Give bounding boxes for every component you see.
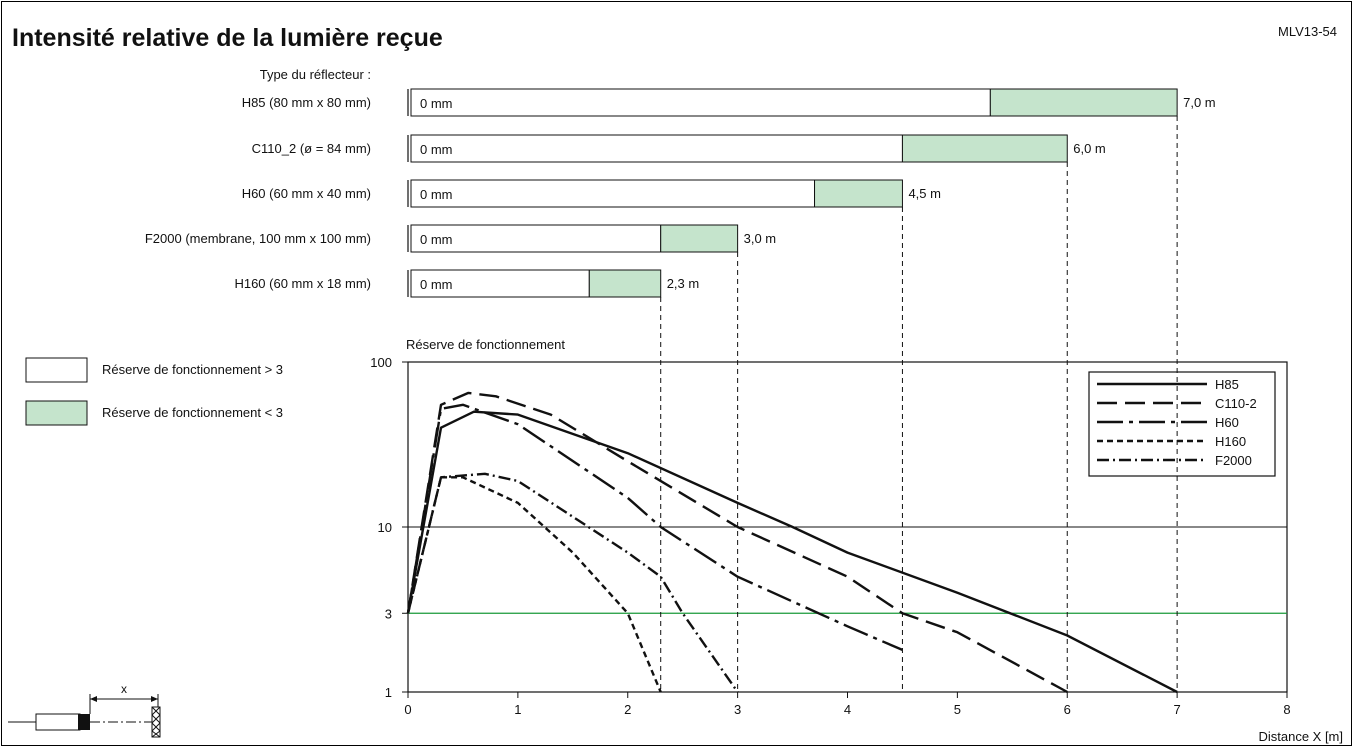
page-title: Intensité relative de la lumière reçue [12,24,443,52]
legend-label: Réserve de fonctionnement < 3 [102,405,283,420]
legend-swatch [25,357,88,383]
legend-series-label: H60 [1215,415,1239,430]
bar-row-label: H60 (60 mm x 40 mm) [242,186,371,201]
distance-guide-lines [660,116,1178,692]
bar-end-label: 4,5 m [908,186,941,201]
bar-end-label: 2,3 m [667,276,700,291]
x-tick-label: 1 [514,702,521,717]
series-line-c110-2 [406,391,1068,694]
legend-series-label: C110-2 [1215,396,1257,411]
bar-row-label: C110_2 (ø = 84 mm) [252,141,371,156]
x-tick-label: 6 [1064,702,1071,717]
distance-schematic-icon: x [8,682,161,738]
bar-white-segment [410,88,991,117]
figure-code: MLV13-54 [1277,24,1337,39]
bar-row-label: H85 (80 mm x 80 mm) [242,95,371,110]
y-tick-label: 1 [385,685,392,700]
legend-label: Réserve de fonctionnement > 3 [102,362,283,377]
bar-end-label: 7,0 m [1183,95,1216,110]
x-tick-label: 7 [1174,702,1181,717]
bar-start-label: 0 mm [420,142,453,157]
x-tick-label: 5 [954,702,961,717]
bar-green-segment [660,224,739,253]
legend-series-label: H160 [1215,434,1246,449]
series-legend [1088,371,1276,477]
bar-green-segment [901,134,1068,163]
series-line-h85 [406,410,1178,694]
x-tick-label: 2 [624,702,631,717]
series-line-h60 [406,403,903,652]
reserve-legend: Réserve de fonctionnement > 3 Réserve de … [25,357,283,426]
reflector-type-header: Type du réflecteur : [260,67,371,82]
bar-end-label: 3,0 m [744,231,777,246]
bar-green-segment [814,179,903,208]
bar-white-segment [410,134,903,163]
x-tick-label: 4 [844,702,851,717]
legend-swatch [25,400,88,426]
x-tick-label: 8 [1283,702,1290,717]
bar-start-label: 0 mm [420,277,453,292]
y-axis-title: Réserve de fonctionnement [406,337,565,352]
bar-row-label: F2000 (membrane, 100 mm x 100 mm) [145,231,371,246]
x-tick-label: 0 [404,702,411,717]
reflector-bar-chart: Type du réflecteur : H85 (80 mm x 80 mm)… [145,67,1216,298]
bar-white-segment [410,224,662,253]
y-tick-label: 100 [370,355,392,370]
legend-series-label: H85 [1215,377,1239,392]
legend-series-label: F2000 [1215,453,1252,468]
reserve-line-chart: Réserve de fonctionnement Distance X [m] 1… [370,337,1343,744]
y-tick-label: 3 [385,606,392,621]
bar-end-label: 6,0 m [1073,141,1106,156]
series-line-f2000 [406,472,739,693]
x-axis-title: Distance X [m] [1258,729,1343,744]
series-line-h160 [406,476,662,693]
x-tick-label: 3 [734,702,741,717]
bar-green-segment [588,269,662,298]
y-tick-label: 10 [378,520,392,535]
bar-green-segment [989,88,1178,117]
svg-text:x: x [121,682,127,696]
bar-row-label: H160 (60 mm x 18 mm) [234,276,371,291]
bar-start-label: 0 mm [420,187,453,202]
bar-start-label: 0 mm [420,232,453,247]
bar-white-segment [410,179,816,208]
bar-start-label: 0 mm [420,96,453,111]
